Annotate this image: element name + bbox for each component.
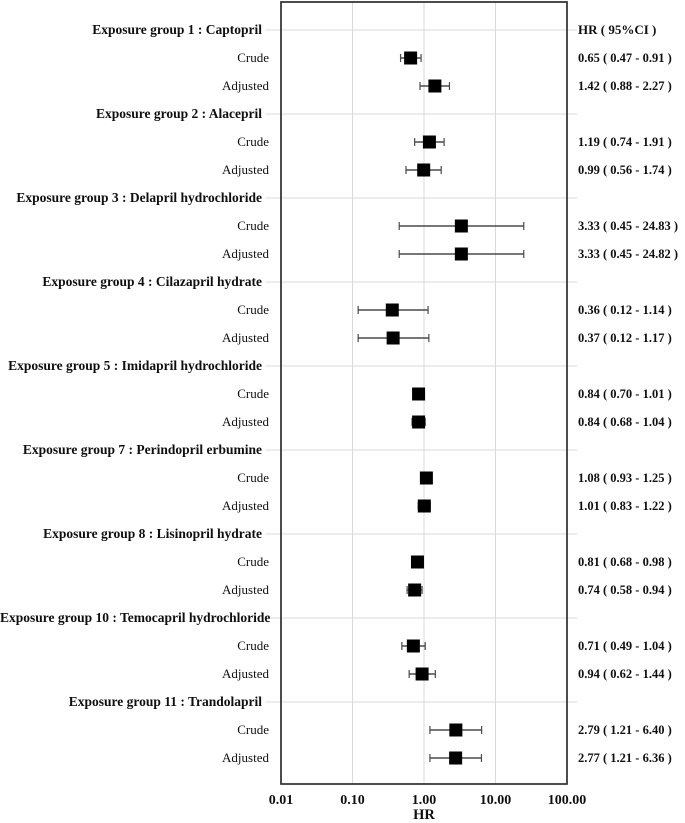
hr-marker — [454, 247, 468, 261]
row-label: Crude — [237, 218, 269, 233]
hr-marker — [386, 331, 400, 345]
row-label: Adjusted — [222, 666, 269, 681]
row-label: Adjusted — [222, 750, 269, 765]
hr-marker — [428, 79, 442, 93]
axis-tick-label: 0.10 — [340, 793, 365, 808]
group-label: Exposure group 3 : Delapril hydrochlorid… — [16, 190, 262, 205]
hr-value: 0.84 ( 0.68 - 1.04 ) — [578, 415, 672, 429]
hr-value: 0.94 ( 0.62 - 1.44 ) — [578, 667, 672, 681]
hr-value: 1.19 ( 0.74 - 1.91 ) — [578, 135, 672, 149]
row-label: Crude — [237, 386, 269, 401]
group-label: Exposure group 7 : Perindopril erbumine — [22, 442, 262, 457]
axis-tick-label: 1.00 — [411, 793, 437, 808]
group-label: Exposure group 5 : Imidapril hydrochlori… — [8, 358, 262, 373]
row-label: Adjusted — [222, 582, 269, 597]
hr-value: 0.37 ( 0.12 - 1.17 ) — [578, 331, 672, 345]
row-label: Crude — [237, 134, 269, 149]
hr-marker — [404, 51, 418, 65]
row-label: Adjusted — [222, 498, 269, 513]
plot-border — [280, 1, 568, 785]
hr-value: 0.99 ( 0.56 - 1.74 ) — [578, 163, 672, 177]
hr-marker — [419, 471, 433, 485]
hr-marker — [454, 219, 468, 233]
hr-marker — [406, 639, 420, 653]
hr-marker — [449, 751, 463, 765]
group-label: Exposure group 2 : Alacepril — [95, 106, 262, 121]
row-label: Crude — [237, 470, 269, 485]
axis-tick-label: 100.00 — [547, 793, 587, 808]
group-label: Exposure group 8 : Lisinopril hydrate — [43, 526, 262, 541]
hr-value: 1.08 ( 0.93 - 1.25 ) — [578, 471, 672, 485]
group-label: Exposure group 10 : Temocapril hydrochlo… — [0, 610, 271, 625]
row-label: Crude — [237, 302, 269, 317]
row-label: Adjusted — [222, 330, 269, 345]
hr-marker — [449, 723, 463, 737]
axis-tick-label: 0.01 — [268, 793, 294, 808]
hr-value: 0.81 ( 0.68 - 0.98 ) — [578, 555, 672, 569]
hr-value: 0.84 ( 0.70 - 1.01 ) — [578, 387, 672, 401]
row-label: Crude — [237, 722, 269, 737]
hr-marker — [385, 303, 399, 317]
hr-value: 1.01 ( 0.83 - 1.22 ) — [578, 499, 672, 513]
row-label: Crude — [237, 50, 269, 65]
hr-marker — [408, 583, 422, 597]
hr-marker — [415, 667, 429, 681]
hr-marker — [422, 135, 436, 149]
group-label: Exposure group 11 : Trandolapril — [68, 694, 262, 709]
hr-value: 0.74 ( 0.58 - 0.94 ) — [578, 583, 672, 597]
x-axis-title: HR — [413, 807, 435, 823]
hr-value: 3.33 ( 0.45 - 24.82 ) — [578, 247, 678, 261]
hr-value: 1.42 ( 0.88 - 2.27 ) — [578, 79, 672, 93]
axis-tick-label: 10.00 — [479, 793, 512, 808]
row-label: Adjusted — [222, 162, 269, 177]
hr-value: 3.33 ( 0.45 - 24.83 ) — [578, 219, 678, 233]
row-label: Adjusted — [222, 78, 269, 93]
hr-ci-header: HR ( 95%CI ) — [578, 22, 657, 37]
group-label: Exposure group 1 : Captopril — [92, 22, 262, 37]
hr-marker — [417, 499, 431, 513]
hr-value: 2.77 ( 1.21 - 6.36 ) — [578, 751, 672, 765]
hr-marker — [410, 555, 424, 569]
hr-value: 0.36 ( 0.12 - 1.14 ) — [578, 303, 672, 317]
hr-marker — [417, 163, 431, 177]
hr-value: 2.79 ( 1.21 - 6.40 ) — [578, 723, 672, 737]
hr-marker — [412, 415, 426, 429]
row-label: Crude — [237, 554, 269, 569]
hr-marker — [412, 387, 426, 401]
row-label: Crude — [237, 638, 269, 653]
hr-value: 0.71 ( 0.49 - 1.04 ) — [578, 639, 672, 653]
row-label: Adjusted — [222, 246, 269, 261]
row-label: Adjusted — [222, 414, 269, 429]
hr-value: 0.65 ( 0.47 - 0.91 ) — [578, 51, 672, 65]
group-label: Exposure group 4 : Cilazapril hydrate — [42, 274, 262, 289]
